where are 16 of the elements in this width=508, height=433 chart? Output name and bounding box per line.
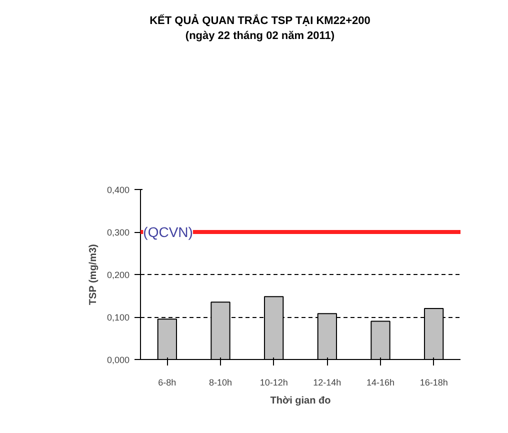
chart-subtitle: (ngày 22 tháng 02 năm 2011): [185, 30, 335, 42]
x-tick-label: 10-12h: [260, 378, 288, 388]
x-tick-label: 6-8h: [158, 378, 176, 388]
y-tick-label: 0,300: [106, 228, 130, 238]
y-tick-label: 0,400: [106, 185, 130, 195]
ref-line-label: (QCVN): [143, 224, 193, 240]
x-tick-label: 12-14h: [313, 378, 342, 388]
y-tick-label: 0,000: [106, 355, 130, 365]
x-tick-label: 14-16h: [366, 378, 395, 388]
x-tick-label: 8-10h: [208, 378, 232, 388]
chart-title: KẾT QUẢ QUAN TRẮC TSP TẠI KM22+200: [150, 15, 370, 27]
x-axis-title: Thời gian đo: [270, 396, 331, 406]
y-tick-label: 0,200: [106, 270, 130, 280]
y-axis-title: TSP (mg/m3): [88, 244, 99, 306]
y-tick-label: 0,100: [106, 312, 130, 322]
x-tick-label: 16-18h: [420, 378, 448, 388]
